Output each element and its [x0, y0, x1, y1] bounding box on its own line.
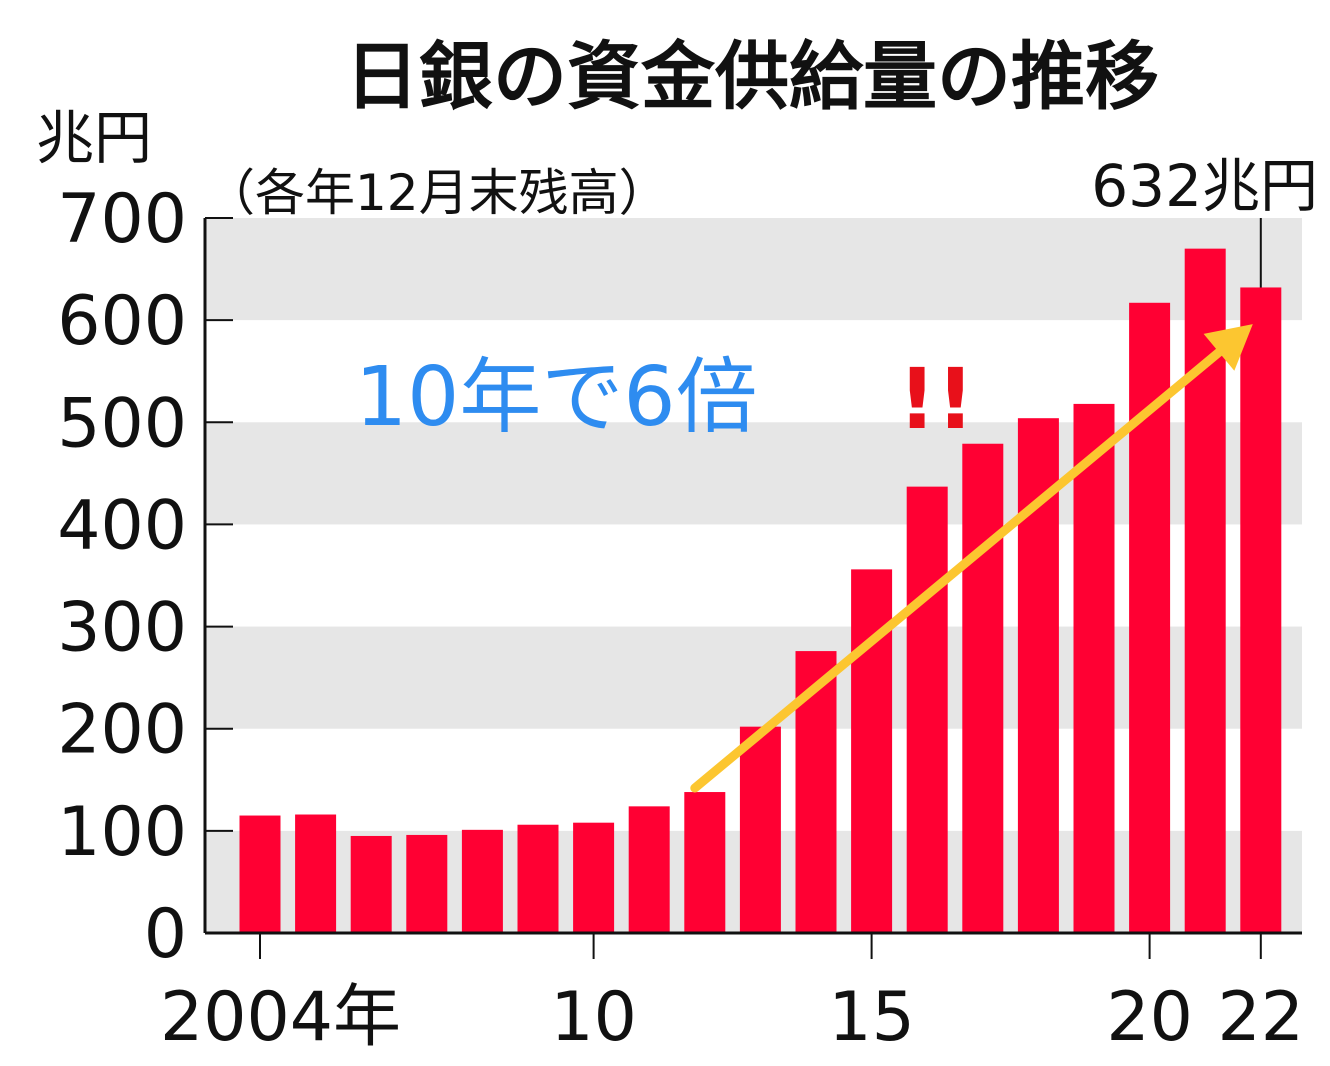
axes — [203, 218, 1302, 935]
y-tick-label: 500 — [57, 384, 187, 463]
y-axis-unit: 兆円 — [36, 104, 152, 172]
x-tick-label: 20 — [1106, 978, 1193, 1057]
chart-subtitle: （各年12月末残高） — [205, 164, 669, 222]
x-tick-label: 10 — [550, 978, 637, 1057]
y-tick-label: 600 — [57, 282, 187, 361]
exclamation-marks: !! — [898, 350, 975, 448]
bar — [1073, 403, 1115, 933]
bar — [962, 443, 1004, 933]
trend-arrowhead — [1203, 324, 1253, 371]
x-axis-ticks: 2004年 10 15 20 22 — [160, 933, 1304, 1057]
bar — [684, 792, 726, 933]
grid-band — [205, 218, 1302, 321]
y-axis-ticks: 0 100 200 300 400 500 600 700 — [57, 180, 233, 974]
y-tick-label: 700 — [57, 180, 187, 259]
bar — [295, 814, 337, 933]
x-tick-label: 15 — [828, 978, 915, 1057]
bar — [739, 726, 781, 933]
y-tick-label: 400 — [57, 486, 187, 565]
grid-band — [205, 626, 1302, 729]
bar — [1240, 287, 1282, 933]
bar — [406, 834, 448, 933]
last-value-label: 632兆円 — [1091, 152, 1318, 220]
y-tick-label: 100 — [57, 793, 187, 872]
bars — [239, 248, 1282, 934]
annotations: 632兆円 10年で6倍 !! — [355, 152, 1318, 793]
bar — [517, 824, 559, 933]
y-tick-label: 200 — [57, 691, 187, 770]
y-tick-label: 0 — [144, 895, 187, 974]
bar — [906, 486, 948, 933]
bar — [628, 806, 670, 933]
bar — [350, 835, 392, 933]
bar — [239, 815, 281, 933]
chart-title: 日銀の資金供給量の推移 — [345, 34, 1159, 120]
x-tick-label: 2004年 — [160, 978, 401, 1057]
y-tick-label: 300 — [57, 589, 187, 668]
trend-annotation: 10年で6倍 — [355, 350, 758, 445]
bar — [461, 829, 503, 933]
x-tick-label: 22 — [1218, 978, 1305, 1057]
trend-arrow — [690, 347, 1224, 793]
bar — [573, 822, 615, 933]
